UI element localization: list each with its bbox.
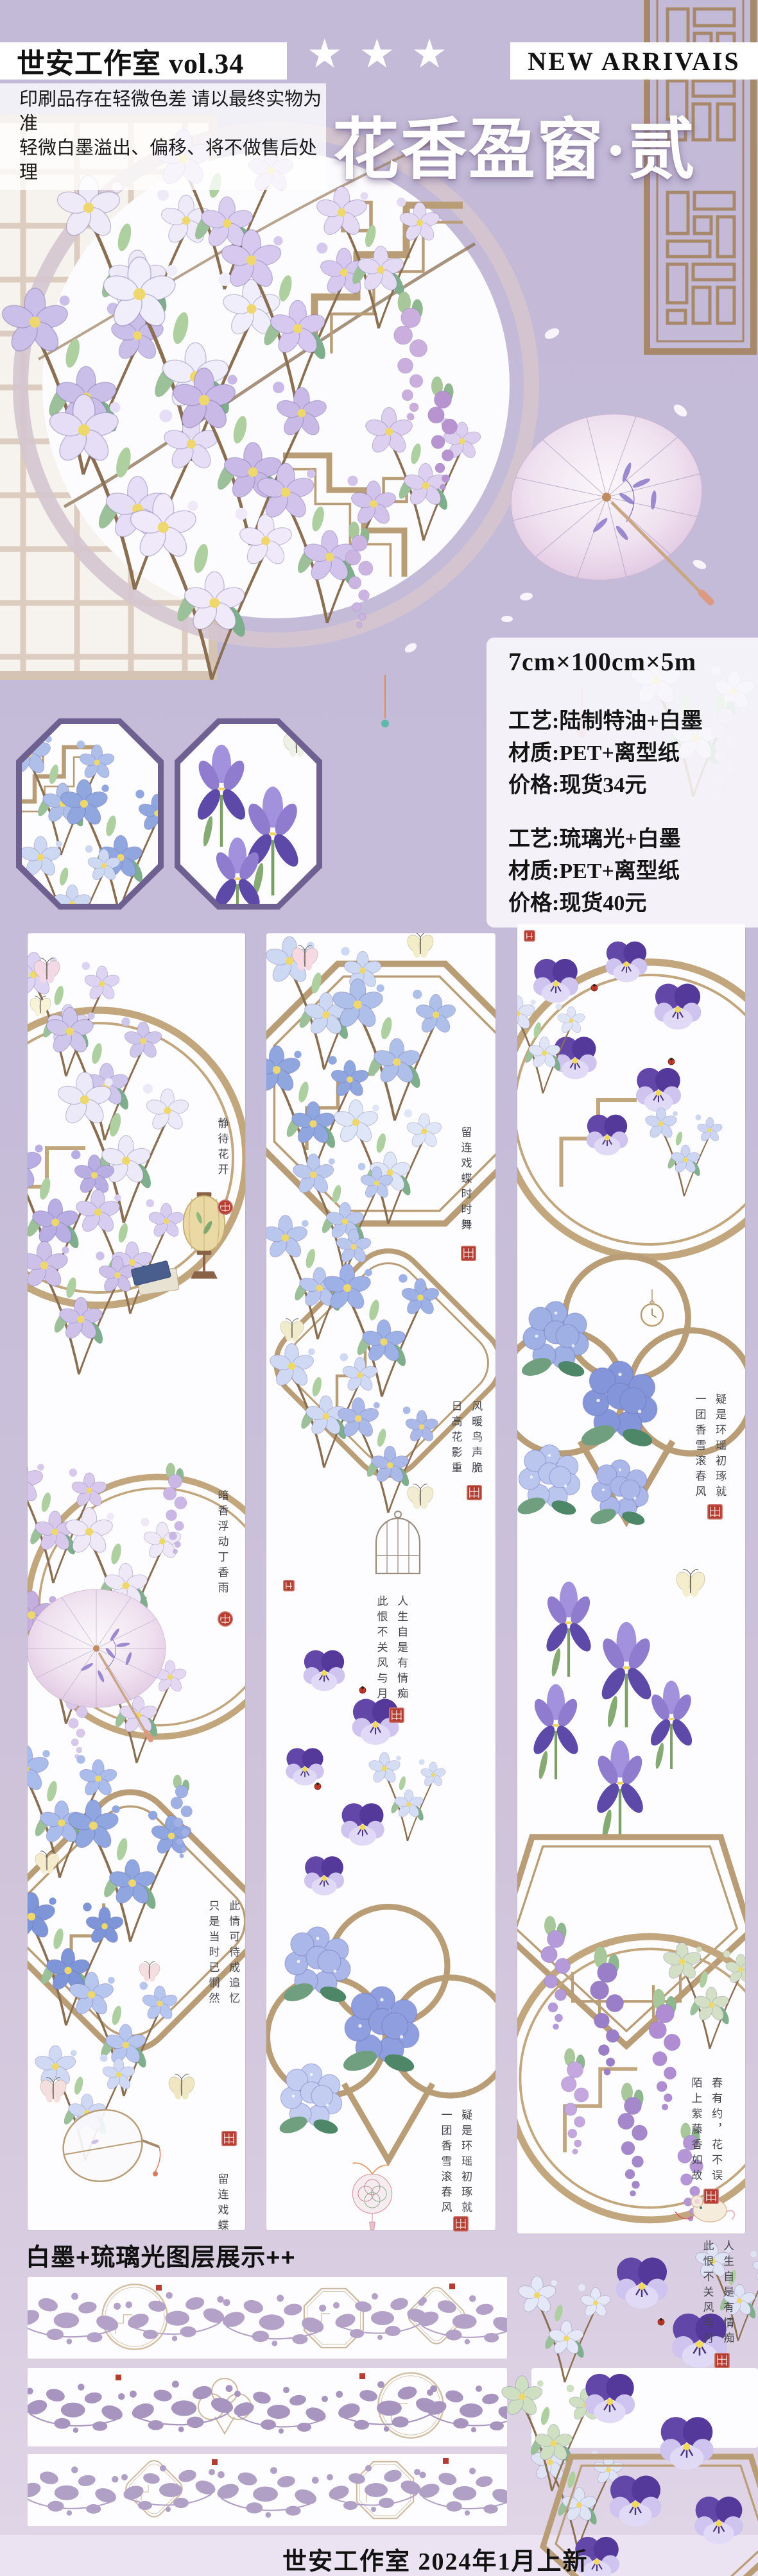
seal-stamp-red (707, 1504, 723, 1520)
spec-material-1: 材质:PET+离型纸 (508, 741, 680, 765)
spec-size: 7cm×100cm×5m (508, 647, 697, 676)
moon-window (13, 122, 539, 648)
caption-text: 暗香浮动丁香雨 (216, 1489, 228, 1597)
new-arrivals-label: NEW ARRIVAIS (528, 46, 741, 76)
spec-panel: 7cm×100cm×5m 工艺:陆制特油+白墨 材质:PET+离型纸 价格:现货… (487, 638, 758, 928)
caption-text: 留连戏蝶时时舞 (459, 1126, 472, 1234)
seal-stamp-red (703, 2189, 719, 2204)
caption-text: 一团香雪滚春风 (439, 2109, 452, 2217)
page-title: 花香盈窗·贰 (332, 114, 696, 187)
seal-stamp-red (453, 2216, 469, 2232)
grid-window (0, 114, 218, 680)
strip-caption: 疑是环瑶初琢就 一团香雪滚春风 (439, 2109, 472, 2217)
star-icon: ★ (359, 33, 395, 76)
strip-caption: 留连戏蝶 (216, 2173, 228, 2235)
caption-text: 静待花开 (216, 1117, 228, 1179)
strip-caption: 此情可待成追忆 只是当时已惘然 (207, 1900, 240, 2008)
octagon-vignette-right (175, 718, 322, 910)
caption-text: 一团香雪滚春风 (693, 1393, 706, 1501)
hero-floral-illustration (0, 130, 707, 679)
seal-stamp-red (218, 1199, 233, 1215)
seal-stamp-red (714, 2353, 730, 2368)
tape-strip-column-1 (28, 933, 245, 2230)
layer-demo-strip-1 (28, 2277, 507, 2359)
seal-stamp-red (524, 930, 535, 942)
footer-text: 世安工作室 2024年1月上新 (282, 2548, 589, 2575)
spec-material-2: 材质:PET+离型纸 (508, 860, 680, 883)
falling-petals (404, 328, 707, 653)
caption-text: 此恨不关风与月 (375, 1595, 388, 1703)
tape-strip-column-3 (517, 924, 745, 2233)
layer-demo-heading: 白墨+琉璃光图层展示++ (26, 2244, 296, 2271)
notice-block: 印刷品存在轻微色差 请以最终实物为准 轻微白墨溢出、偏移、将不做售后处理 (0, 83, 326, 190)
notice-line-1: 印刷品存在轻微色差 请以最终实物为准 (19, 89, 322, 134)
caption-text: 春有约，花不误 (710, 2077, 723, 2185)
caption-text: 风暖鸟声脆 (470, 1400, 483, 1477)
seal-stamp-red (218, 1611, 233, 1627)
header-badge-bar: NEW ARRIVAIS (510, 42, 758, 80)
seal-stamp-red (389, 1707, 404, 1723)
spec-craft-1: 工艺:陆制特油+白墨 (508, 709, 703, 733)
spec-variant-1: 工艺:陆制特油+白墨 材质:PET+离型纸 价格:现货34元 (508, 706, 703, 802)
caption-text: 只是当时已惘然 (207, 1900, 220, 2008)
octagon-inner (180, 724, 316, 904)
strip-caption: 疑是环瑶初琢就 一团香雪滚春风 (693, 1393, 727, 1501)
spec-craft-2: 工艺:琉璃光+白墨 (508, 827, 681, 851)
studio-label: 世安工作室 vol.34 (17, 48, 245, 80)
caption-text: 疑是环瑶初琢就 (460, 2109, 472, 2217)
spec-price-1: 价格:现货34元 (508, 774, 647, 797)
star-row: ★ ★ ★ (307, 35, 447, 74)
caption-text: 疑是环瑶初琢就 (714, 1393, 727, 1501)
strip-caption: 暗香浮动丁香雨 (216, 1489, 228, 1597)
caption-text: 此恨不关风与月 (701, 2240, 714, 2348)
strip-caption: 风暖鸟声脆 日高花影重 (449, 1400, 483, 1477)
seal-stamp-red (221, 2131, 237, 2146)
strip-caption: 静待花开 (216, 1117, 228, 1179)
octagon-inner (22, 724, 158, 904)
seal-stamp-red (467, 1485, 482, 1500)
strip-caption: 春有约，花不误 陌上紫藤香如故 (689, 2077, 723, 2185)
spec-variant-2: 工艺:琉璃光+白墨 材质:PET+离型纸 价格:现货40元 (508, 824, 681, 920)
strip-caption: 留连戏蝶时时舞 (459, 1126, 472, 1234)
caption-text: 留连戏蝶 (216, 2173, 228, 2235)
seal-stamp-red (283, 1580, 295, 1591)
caption-text: 此情可待成追忆 (227, 1900, 240, 2008)
caption-text: 人生自是有情痴 (721, 2240, 734, 2348)
caption-text: 日高花影重 (449, 1400, 462, 1477)
caption-text: 人生自是有情痴 (395, 1595, 408, 1703)
seal-stamp-red (461, 1246, 476, 1261)
notice-line-2: 轻微白墨溢出、偏移、将不做售后处理 (19, 138, 318, 183)
layer-demo-strip-2 (28, 2368, 507, 2446)
tape-swatch (531, 2368, 758, 2448)
caption-text: 陌上紫藤香如故 (689, 2077, 702, 2185)
octagon-vignette-left (16, 718, 164, 910)
paper-umbrella-illustration (493, 394, 719, 607)
spec-price-2: 价格:现货40元 (508, 892, 647, 915)
star-icon: ★ (307, 33, 343, 76)
poem-caption: 人生自是有情痴 此恨不关风与月 (701, 2240, 734, 2348)
star-icon: ★ (411, 33, 447, 76)
layer-demo-strip-3 (28, 2454, 507, 2526)
strip-caption: 人生自是有情痴 此恨不关风与月 (375, 1595, 408, 1703)
header-studio-bar: 世安工作室 vol.34 (0, 42, 287, 80)
